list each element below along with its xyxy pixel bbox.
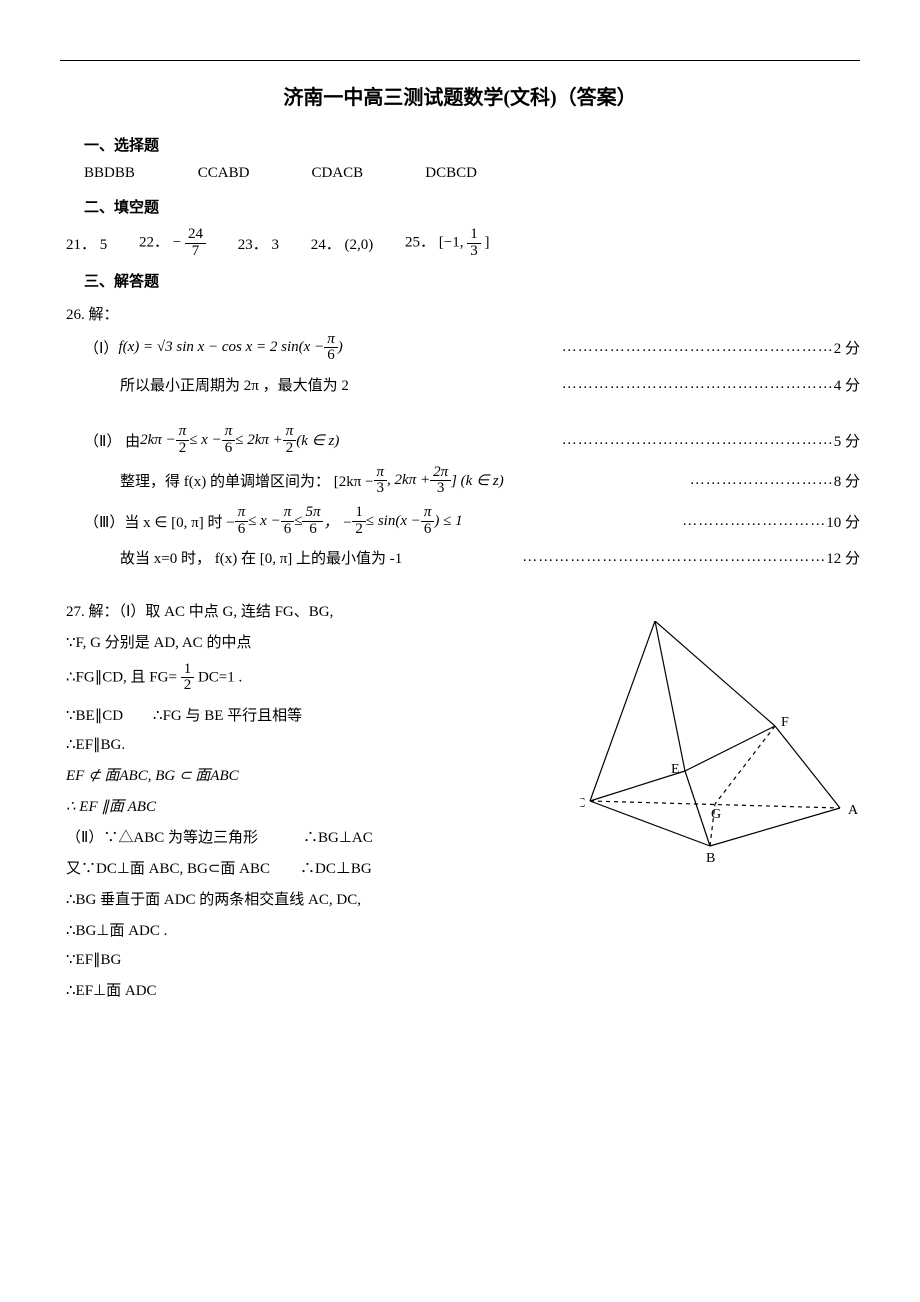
section-solve-head: 三、解答题 <box>84 270 860 291</box>
geometry-diagram: DFAGCEB <box>580 621 860 876</box>
top-rule <box>60 60 860 61</box>
fill-24-value: (2,0) <box>345 237 374 253</box>
fill-23-label: 23． <box>238 237 268 253</box>
q27-l11: ∵EF∥BG <box>66 950 860 969</box>
q26-p1b: 所以最小正周期为 2π ，最大值为 2 ……………………………………………4 分 <box>120 372 860 396</box>
q26-head: 26. 解： <box>66 303 860 324</box>
fill-25-label: 25． <box>405 235 435 251</box>
fill-25-frac: 1 3 <box>467 227 481 260</box>
q26-p2: （Ⅱ） 由 2kπ − π2 ≤ x − π6 ≤ 2kπ + π2 (k ∈ … <box>84 424 860 457</box>
section-mc-head: 一、选择题 <box>84 134 860 155</box>
fill-21-value: 5 <box>100 237 108 253</box>
q26-p3b: 故当 x=0 时， f(x) 在 [0, π] 上的最小值为 -1 ………………… <box>120 546 860 570</box>
q26-p1: （Ⅰ） f(x) = √3 sin x − cos x = 2 sin(x − … <box>84 332 860 365</box>
section-fill-head: 二、填空题 <box>84 196 860 217</box>
svg-text:F: F <box>781 715 789 730</box>
svg-text:A: A <box>848 803 859 818</box>
mc-answers: BBDBB CCABD CDACB DCBCD <box>84 165 860 182</box>
svg-text:C: C <box>580 796 585 811</box>
fill-22-frac: 24 7 <box>185 227 206 260</box>
svg-text:B: B <box>706 851 715 866</box>
fill-21-label: 21． <box>66 237 96 253</box>
q27-l12: ∴EF⊥面 ADC <box>66 979 860 1000</box>
q27-l9: ∴BG 垂直于面 ADC 的两条相交直线 AC, DC, <box>66 888 860 909</box>
mc-group-3: CDACB <box>312 165 422 182</box>
mc-group-4: DCBCD <box>425 165 535 182</box>
q26-p3: （Ⅲ）当 x ∈ [0, π] 时 − π6 ≤ x − π6 ≤ 5π6 ， … <box>84 505 860 538</box>
fill-24-label: 24． <box>311 237 341 253</box>
fill-25-close: ] <box>485 235 490 251</box>
fill-22-label: 22． <box>139 235 169 251</box>
fill-25-open: [−1, <box>439 235 464 251</box>
q27-l10: ∴BG⊥面 ADC . <box>66 919 860 940</box>
q27-head: 27. 解：（Ⅰ）取 AC 中点 G, 连结 FG、BG, <box>66 600 860 621</box>
fill-22-neg: − <box>173 235 181 251</box>
mc-group-2: CCABD <box>198 165 308 182</box>
svg-text:E: E <box>671 762 680 777</box>
mc-group-1: BBDBB <box>84 165 194 182</box>
q26-p2b: 整理，得 f(x) 的单调增区间为： [2kπ − π3 , 2kπ + 2π3… <box>120 465 860 498</box>
svg-text:G: G <box>711 807 721 822</box>
fill-answers: 21． 5 22． − 24 7 23． 3 24． (2,0) 25． [−1… <box>66 227 860 260</box>
page-title: 济南一中高三测试题数学(文科)（答案） <box>60 81 860 110</box>
fill-23-value: 3 <box>272 237 280 253</box>
